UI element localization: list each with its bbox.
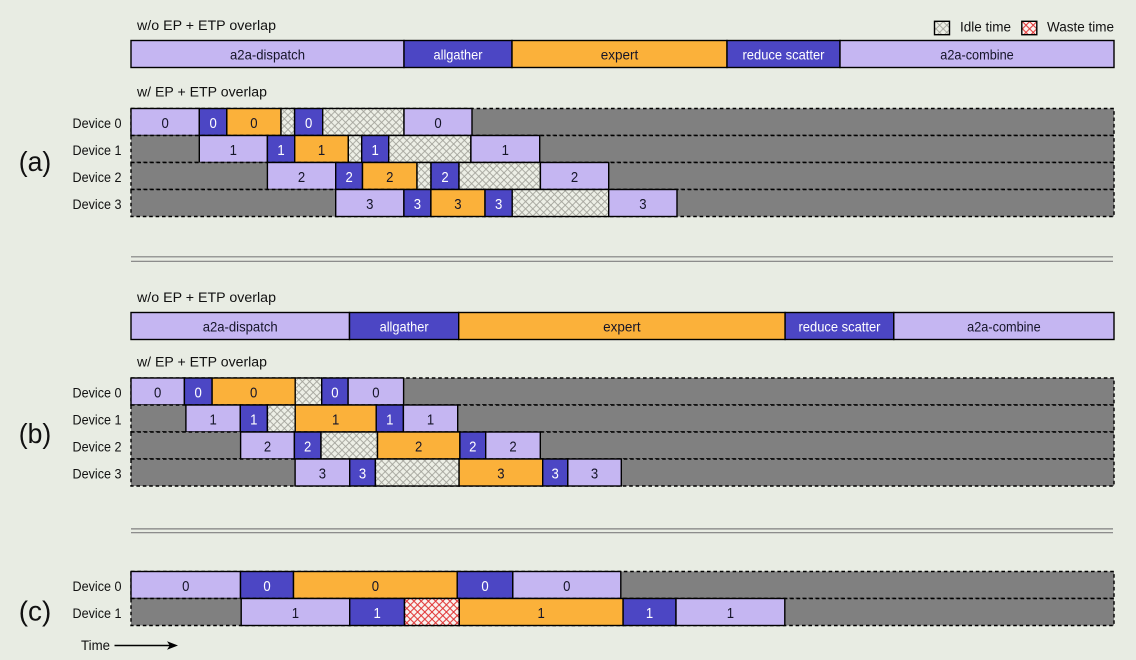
svg-text:1: 1 [332, 412, 339, 429]
svg-text:3: 3 [359, 466, 366, 483]
svg-text:0: 0 [182, 578, 189, 595]
svg-text:w/ EP + ETP overlap: w/ EP + ETP overlap [136, 355, 267, 370]
svg-text:2: 2 [386, 169, 393, 186]
svg-text:1: 1 [502, 142, 509, 159]
svg-text:3: 3 [552, 466, 559, 483]
svg-text:Device 0: Device 0 [73, 579, 122, 594]
svg-text:Device 0: Device 0 [73, 116, 122, 131]
svg-text:allgather: allgather [380, 318, 429, 334]
svg-text:a2a-dispatch: a2a-dispatch [203, 318, 278, 334]
svg-text:Device 3: Device 3 [73, 197, 122, 212]
svg-text:reduce scatter: reduce scatter [743, 46, 825, 62]
svg-text:a2a-combine: a2a-combine [940, 46, 1014, 62]
svg-text:Device 0: Device 0 [73, 385, 122, 400]
svg-text:0: 0 [563, 578, 570, 595]
svg-text:2: 2 [345, 169, 352, 186]
svg-text:0: 0 [250, 115, 257, 132]
svg-text:expert: expert [603, 318, 641, 334]
svg-text:2: 2 [509, 439, 516, 456]
svg-text:Device 3: Device 3 [73, 466, 122, 481]
svg-text:2: 2 [264, 439, 271, 456]
svg-text:0: 0 [209, 115, 216, 132]
svg-text:Time: Time [81, 638, 110, 653]
svg-text:1: 1 [230, 142, 237, 159]
svg-text:1: 1 [538, 605, 545, 622]
svg-text:3: 3 [495, 196, 502, 213]
svg-text:Idle time: Idle time [960, 20, 1011, 35]
svg-text:allgather: allgather [434, 46, 483, 62]
svg-text:0: 0 [372, 385, 379, 402]
svg-text:(c): (c) [19, 596, 52, 627]
svg-text:1: 1 [727, 605, 734, 622]
svg-text:1: 1 [386, 412, 393, 429]
svg-text:2: 2 [469, 439, 476, 456]
svg-text:Device 1: Device 1 [73, 606, 122, 621]
svg-text:1: 1 [250, 412, 257, 429]
svg-text:Device 2: Device 2 [73, 170, 122, 185]
svg-text:2: 2 [298, 169, 305, 186]
svg-text:0: 0 [263, 578, 270, 595]
svg-text:1: 1 [372, 142, 379, 159]
svg-text:3: 3 [414, 196, 421, 213]
svg-text:2: 2 [571, 169, 578, 186]
svg-text:1: 1 [292, 605, 299, 622]
svg-text:2: 2 [415, 439, 422, 456]
svg-text:1: 1 [277, 142, 284, 159]
svg-text:0: 0 [372, 578, 379, 595]
svg-text:reduce scatter: reduce scatter [799, 318, 881, 334]
svg-text:0: 0 [195, 385, 202, 402]
svg-text:3: 3 [319, 466, 326, 483]
svg-text:1: 1 [646, 605, 653, 622]
svg-text:1: 1 [209, 412, 216, 429]
svg-text:(b): (b) [19, 418, 52, 449]
svg-text:0: 0 [331, 385, 338, 402]
svg-text:3: 3 [454, 196, 461, 213]
svg-text:2: 2 [304, 439, 311, 456]
svg-text:w/o EP + ETP overlap: w/o EP + ETP overlap [136, 18, 276, 33]
svg-text:0: 0 [434, 115, 441, 132]
svg-text:0: 0 [162, 115, 169, 132]
svg-text:a2a-dispatch: a2a-dispatch [230, 46, 305, 62]
svg-text:(a): (a) [19, 146, 52, 177]
svg-text:1: 1 [427, 412, 434, 429]
svg-text:Device 2: Device 2 [73, 439, 122, 454]
svg-text:2: 2 [441, 169, 448, 186]
svg-text:Waste time: Waste time [1047, 20, 1114, 35]
svg-text:Device 1: Device 1 [73, 143, 122, 158]
svg-text:w/ EP + ETP overlap: w/ EP + ETP overlap [136, 85, 267, 100]
svg-text:a2a-combine: a2a-combine [967, 318, 1041, 334]
svg-text:3: 3 [591, 466, 598, 483]
svg-text:0: 0 [250, 385, 257, 402]
svg-text:0: 0 [154, 385, 161, 402]
svg-text:3: 3 [497, 466, 504, 483]
svg-text:1: 1 [318, 142, 325, 159]
svg-text:1: 1 [373, 605, 380, 622]
svg-text:0: 0 [305, 115, 312, 132]
svg-text:3: 3 [366, 196, 373, 213]
svg-text:w/o EP + ETP overlap: w/o EP + ETP overlap [136, 290, 276, 305]
svg-text:expert: expert [601, 46, 639, 62]
svg-text:0: 0 [481, 578, 488, 595]
svg-text:3: 3 [639, 196, 646, 213]
svg-text:Device 1: Device 1 [73, 412, 122, 427]
